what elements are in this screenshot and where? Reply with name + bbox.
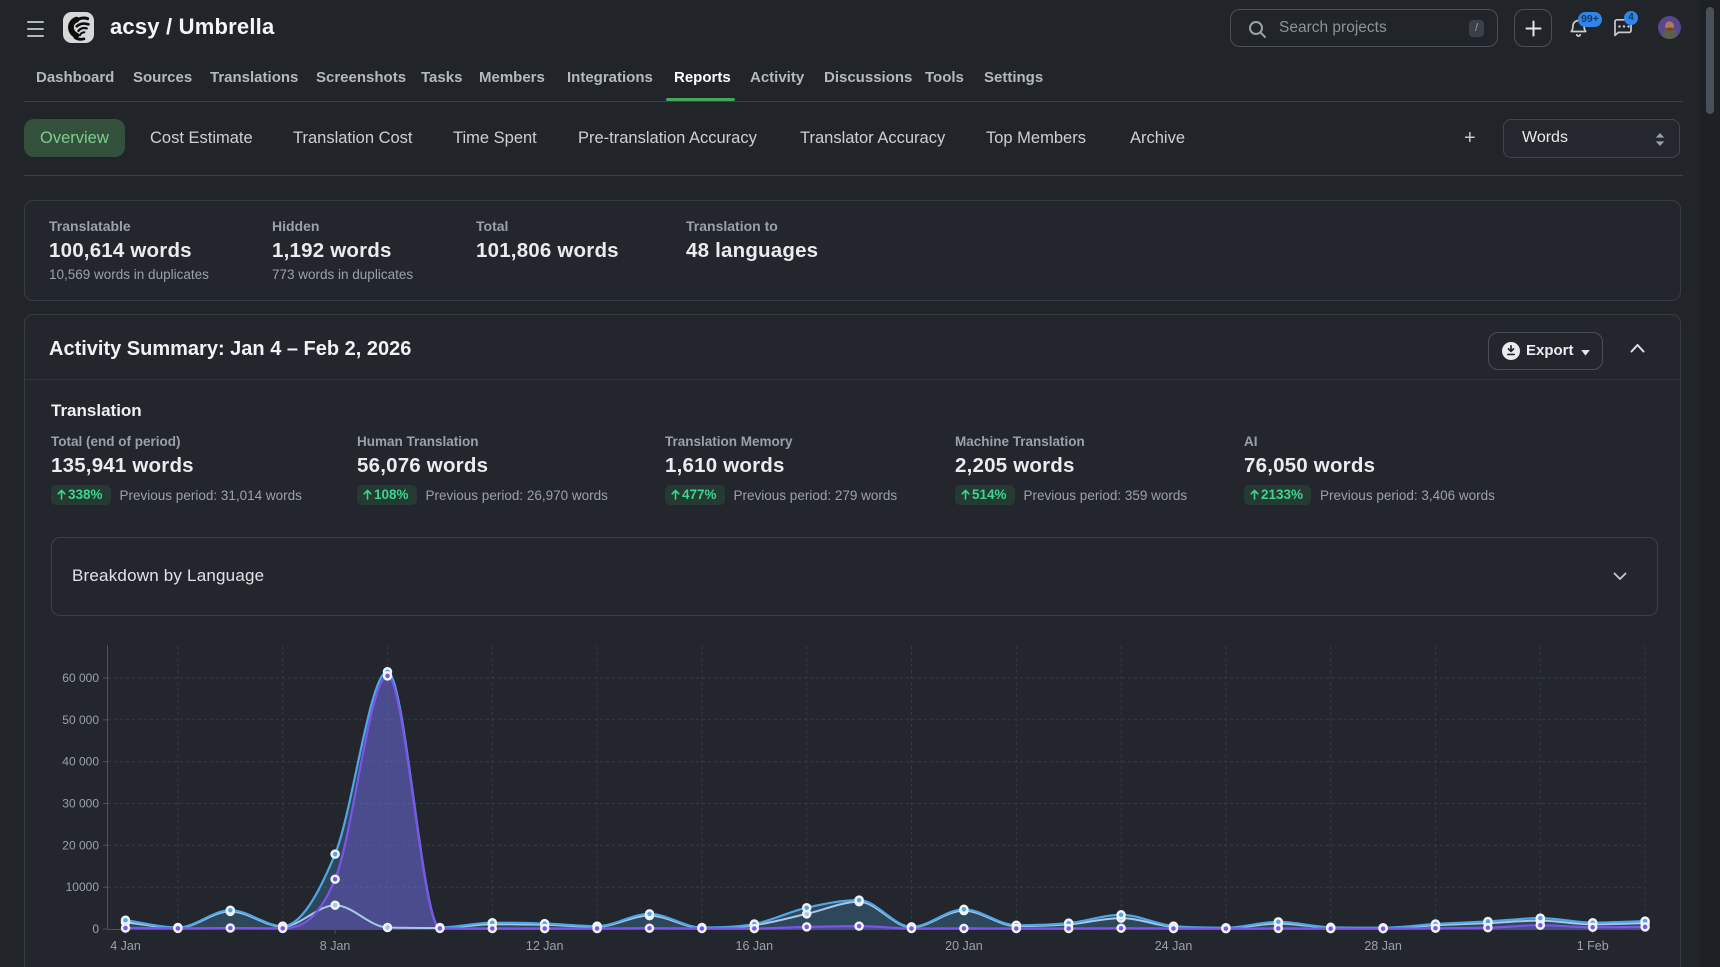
svg-text:8 Jan: 8 Jan bbox=[320, 939, 351, 953]
svg-text:20 Jan: 20 Jan bbox=[945, 939, 983, 953]
svg-text:16 Jan: 16 Jan bbox=[736, 939, 774, 953]
svg-text:1 Feb: 1 Feb bbox=[1577, 939, 1609, 953]
svg-text:50 000: 50 000 bbox=[62, 713, 99, 727]
svg-text:24 Jan: 24 Jan bbox=[1155, 939, 1193, 953]
svg-text:28 Jan: 28 Jan bbox=[1364, 939, 1402, 953]
svg-text:20 000: 20 000 bbox=[62, 838, 99, 852]
svg-text:60 000: 60 000 bbox=[62, 671, 99, 685]
svg-text:0: 0 bbox=[92, 922, 99, 936]
svg-text:10000: 10000 bbox=[66, 880, 100, 894]
svg-text:30 000: 30 000 bbox=[62, 797, 99, 811]
svg-text:12 Jan: 12 Jan bbox=[526, 939, 564, 953]
svg-text:40 000: 40 000 bbox=[62, 755, 99, 769]
svg-text:4 Jan: 4 Jan bbox=[110, 939, 141, 953]
